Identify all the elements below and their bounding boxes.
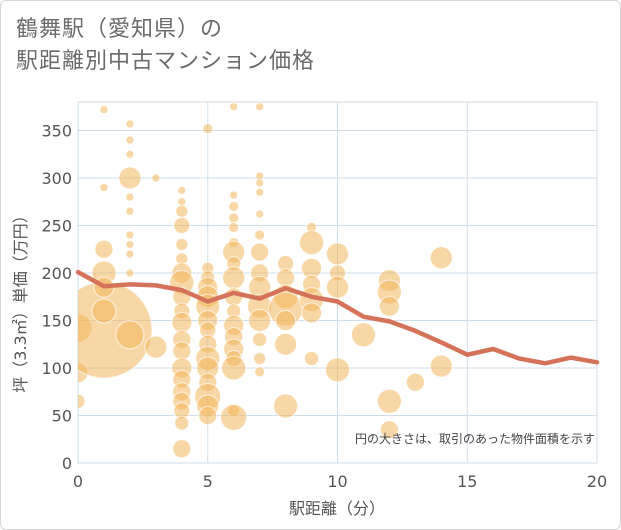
- bubble-point: [175, 204, 189, 218]
- bubble-point: [276, 268, 296, 288]
- bubble-point: [255, 187, 265, 197]
- bubble-point: [326, 242, 349, 266]
- bubble-layer: [78, 102, 453, 459]
- bubble-point: [118, 166, 142, 190]
- bubble-point: [172, 439, 192, 459]
- bubble-point: [125, 249, 135, 259]
- bubble-point: [229, 102, 239, 112]
- y-tick-label: 300: [41, 169, 72, 188]
- bubble-point: [172, 341, 192, 361]
- y-tick-label: 250: [41, 217, 72, 236]
- bubble-point: [275, 310, 297, 331]
- bubble-point: [228, 201, 240, 212]
- bubble-point: [254, 229, 266, 241]
- average-price-line: [75, 269, 600, 366]
- chart-title-line-1: 鶴舞駅（愛知県）の: [16, 17, 224, 42]
- y-axis-title: 坪（3.3㎡）単価（万円）: [11, 207, 30, 392]
- y-tick-label: 0: [62, 454, 72, 473]
- bubble-point: [221, 355, 247, 381]
- bubble-point: [177, 185, 187, 195]
- bubble-point: [177, 197, 187, 207]
- x-tick-label: 5: [203, 472, 213, 491]
- bubble-point: [99, 183, 109, 192]
- bubble-point: [99, 105, 109, 115]
- bubble-point: [125, 240, 135, 249]
- bubble-point: [350, 322, 376, 348]
- bubble-point: [429, 246, 453, 270]
- bubble-point: [125, 230, 135, 240]
- bubble-point: [274, 332, 298, 356]
- chart-title: 鶴舞駅（愛知県）の 駅距離別中古マンション価格: [16, 14, 315, 78]
- bubble-point: [173, 217, 191, 234]
- y-tick-label: 50: [52, 407, 72, 426]
- bubble-point: [326, 275, 349, 299]
- x-tick-label: 15: [457, 472, 477, 491]
- bubble-point: [376, 388, 402, 414]
- bubble-point: [202, 123, 214, 135]
- bubble-point: [273, 393, 299, 419]
- bubble-point: [229, 190, 239, 200]
- y-tick-label: 100: [41, 359, 72, 378]
- bubble-point: [379, 420, 399, 440]
- bubble-point: [125, 119, 135, 129]
- bubble-point: [220, 403, 248, 431]
- bubble-point: [252, 332, 268, 347]
- x-tick-label: 10: [327, 472, 347, 491]
- bubble-point: [125, 149, 135, 159]
- bubble-point: [151, 173, 161, 183]
- bubble-point: [255, 102, 265, 112]
- bubble-point: [222, 266, 246, 290]
- bubble-point: [254, 366, 266, 378]
- bubble-point: [125, 206, 135, 216]
- bubble-point: [78, 393, 86, 409]
- bubble-point: [255, 209, 265, 219]
- bubble-point: [174, 415, 190, 431]
- bubble-point: [94, 239, 114, 259]
- bubble-point: [91, 298, 117, 324]
- x-tick-label: 0: [73, 472, 83, 491]
- bubble-point: [325, 357, 350, 383]
- bubble-point: [171, 311, 193, 333]
- bubble-point: [304, 351, 320, 366]
- bubble-point: [253, 352, 267, 365]
- bubble-point: [228, 221, 240, 233]
- trend-line-layer: [75, 269, 600, 366]
- y-tick-label: 150: [41, 312, 72, 331]
- bubble-point: [175, 238, 189, 251]
- bubble-point: [228, 212, 240, 224]
- bubble-point: [250, 242, 270, 262]
- bubble-point: [125, 268, 135, 278]
- y-tick-label: 200: [41, 264, 72, 283]
- bubble-point: [378, 295, 400, 317]
- bubble-point: [198, 406, 218, 425]
- x-axis-title: 駅距離（分）: [289, 499, 385, 518]
- bubble-size-note: 円の大きさは、取引のあった物件面積を示す: [355, 431, 595, 446]
- bubble-point: [144, 335, 168, 359]
- chart-title-line-2: 駅距離別中古マンション価格: [16, 49, 316, 74]
- x-tick-label: 20: [587, 472, 607, 491]
- bubble-point: [248, 309, 272, 332]
- bubble-point: [115, 320, 145, 350]
- bubble-point: [429, 354, 453, 378]
- bubble-point: [405, 372, 425, 392]
- y-tick-label: 350: [41, 122, 72, 141]
- bubble-point: [255, 178, 265, 188]
- bubble-point: [301, 302, 323, 324]
- bubble-point: [299, 230, 325, 256]
- bubble-point: [125, 192, 135, 202]
- bubble-point: [125, 135, 135, 145]
